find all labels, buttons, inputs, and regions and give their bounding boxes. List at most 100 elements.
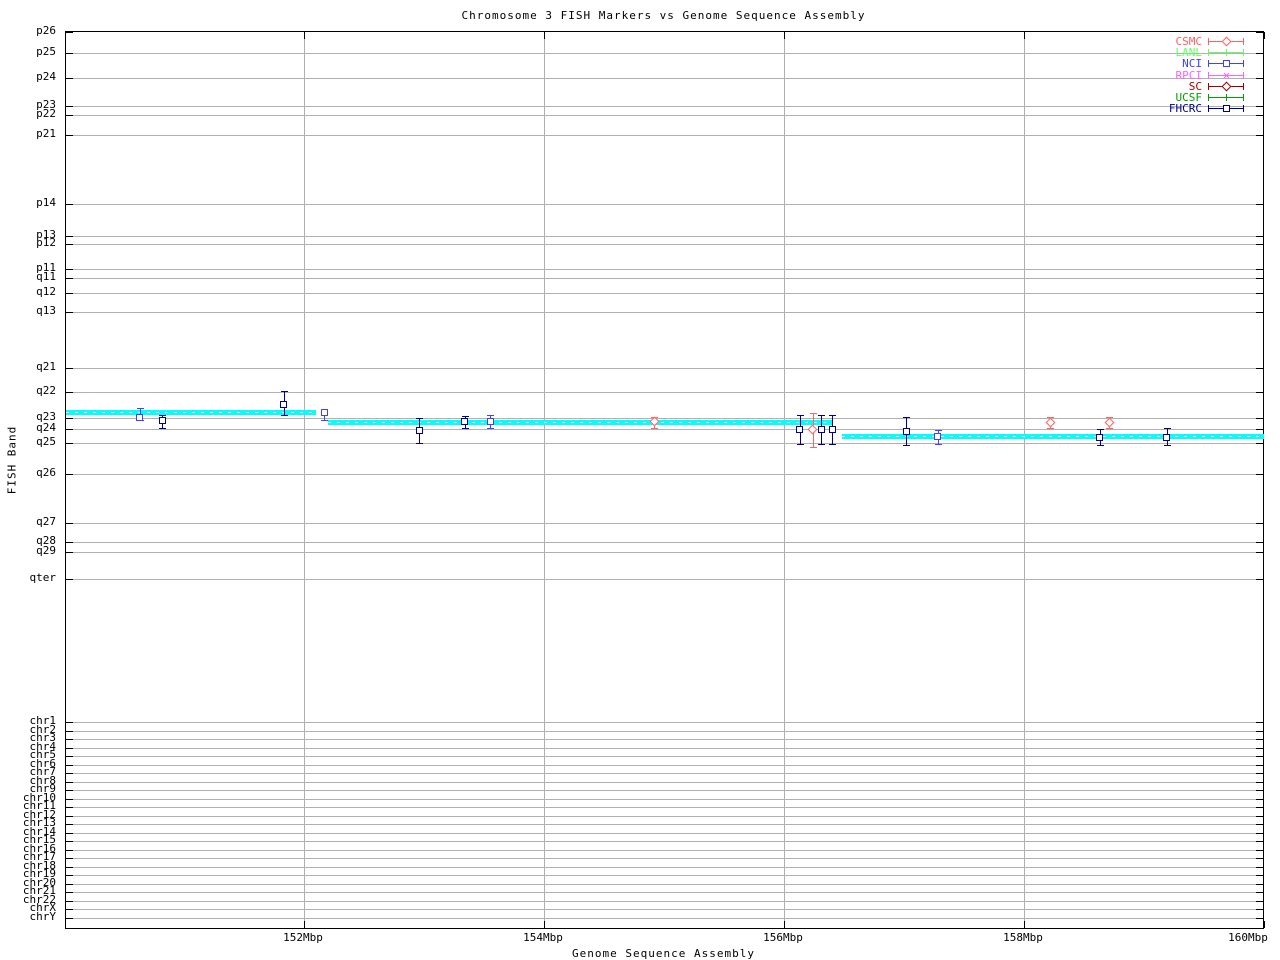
error-bar-cap	[796, 444, 804, 445]
legend-symbol-nci	[1222, 60, 1230, 68]
x-tick-label: 158Mbp	[1003, 931, 1043, 944]
y-tick-label: p24	[36, 70, 56, 83]
error-bar-cap	[136, 408, 144, 409]
gridline-v	[784, 32, 785, 928]
legend-symbol-ucsf	[1222, 93, 1230, 101]
y-tick-mark-right	[1256, 135, 1263, 136]
y-tick-label: chrY	[29, 910, 57, 923]
x-tick-mark	[304, 921, 305, 928]
y-tick-mark	[66, 523, 73, 524]
y-tick-label: p21	[36, 127, 56, 140]
y-tick-mark-right	[1256, 833, 1263, 834]
legend-sample-cap	[1208, 82, 1209, 90]
error-bar-cap	[829, 415, 836, 416]
x-tick-label: 152Mbp	[283, 931, 323, 944]
y-tick-mark-right	[1256, 418, 1263, 419]
error-bar-cap	[818, 444, 826, 445]
gridline-h	[66, 78, 1263, 79]
gridline-h	[66, 474, 1263, 475]
gridline-h	[66, 368, 1263, 369]
gridline-h	[66, 739, 1263, 740]
y-tick-mark-right	[1256, 748, 1263, 749]
y-tick-mark	[66, 892, 73, 893]
legend-row: FHCRC	[1169, 102, 1244, 115]
legend-sample-cap	[1208, 93, 1209, 101]
y-tick-mark-right	[1256, 901, 1263, 902]
y-tick-mark-right	[1256, 312, 1263, 313]
error-bar-cap	[809, 447, 817, 448]
y-tick-mark	[66, 236, 73, 237]
y-tick-mark	[66, 474, 73, 475]
y-tick-label: chr11	[22, 799, 56, 812]
gridline-h	[66, 293, 1263, 294]
gridline-h	[66, 722, 1263, 723]
y-tick-mark-right	[1256, 858, 1263, 859]
y-tick-mark	[66, 799, 73, 800]
error-bar-cap	[461, 416, 469, 417]
y-tick-label: chr21	[22, 884, 56, 897]
y-tick-mark	[66, 782, 73, 783]
x-axis-label: Genome Sequence Assembly	[572, 947, 755, 960]
gridline-h	[66, 429, 1263, 430]
y-tick-label: chr18	[22, 859, 56, 872]
legend-row: LANL	[1176, 46, 1244, 59]
y-tick-mark	[66, 443, 73, 444]
x-tick-mark-top	[544, 32, 545, 39]
legend-sample-cap	[1208, 105, 1209, 113]
gridline-h	[66, 884, 1263, 885]
y-tick-mark-right	[1256, 875, 1263, 876]
y-tick-mark-right	[1256, 824, 1263, 825]
symbol-bar	[1225, 93, 1227, 101]
y-tick-label: q21	[36, 360, 56, 373]
y-tick-mark-right	[1256, 918, 1263, 919]
y-tick-mark	[66, 368, 73, 369]
y-tick-mark	[66, 269, 73, 270]
y-tick-label: chr5	[29, 748, 57, 761]
x-tick-mark-top	[1024, 32, 1025, 39]
y-tick-mark-right	[1256, 106, 1263, 107]
data-point-fhcrc	[1163, 433, 1171, 441]
error-bar-cap	[280, 391, 288, 392]
error-bar-cap	[1163, 445, 1171, 446]
y-tick-mark	[66, 909, 73, 910]
y-tick-mark	[66, 78, 73, 79]
error-bar-cap	[934, 444, 942, 445]
y-tick-mark	[66, 542, 73, 543]
y-tick-label: chr16	[22, 842, 56, 855]
y-tick-mark	[66, 579, 73, 580]
gridline-h	[66, 392, 1263, 393]
gridline-h	[66, 748, 1263, 749]
y-tick-label: q22	[36, 384, 56, 397]
gridline-h	[66, 790, 1263, 791]
y-tick-mark-right	[1256, 204, 1263, 205]
x-tick-mark	[1264, 921, 1265, 928]
x-tick-label: 154Mbp	[523, 931, 563, 944]
gridline-h	[66, 765, 1263, 766]
error-bar-cap	[1096, 429, 1104, 430]
error-bar-cap	[487, 415, 494, 416]
x-tick-mark-top	[304, 32, 305, 39]
y-axis-label: FISH Band	[5, 425, 19, 495]
gridline-h	[66, 841, 1263, 842]
legend-sample	[1208, 36, 1244, 47]
y-tick-mark-right	[1256, 739, 1263, 740]
y-tick-mark	[66, 833, 73, 834]
gridline-h	[66, 731, 1263, 732]
y-tick-label: chrX	[29, 901, 57, 914]
gridline-h	[66, 773, 1263, 774]
gridline-h	[66, 782, 1263, 783]
legend-sample-cap	[1208, 60, 1209, 68]
y-tick-label: chr8	[29, 774, 57, 787]
gridline-h	[66, 824, 1263, 825]
legend-label: SC	[1188, 79, 1202, 93]
plot-area	[65, 31, 1265, 929]
y-tick-mark-right	[1256, 443, 1263, 444]
error-bar-cap	[809, 413, 817, 414]
error-bar-cap	[416, 418, 424, 419]
y-tick-label: p25	[36, 45, 56, 58]
y-tick-mark-right	[1256, 115, 1263, 116]
assembly-segment	[328, 420, 834, 425]
y-tick-mark-right	[1256, 884, 1263, 885]
legend-row: RPCI	[1176, 69, 1244, 82]
legend-symbol-fhcrc	[1222, 105, 1230, 113]
